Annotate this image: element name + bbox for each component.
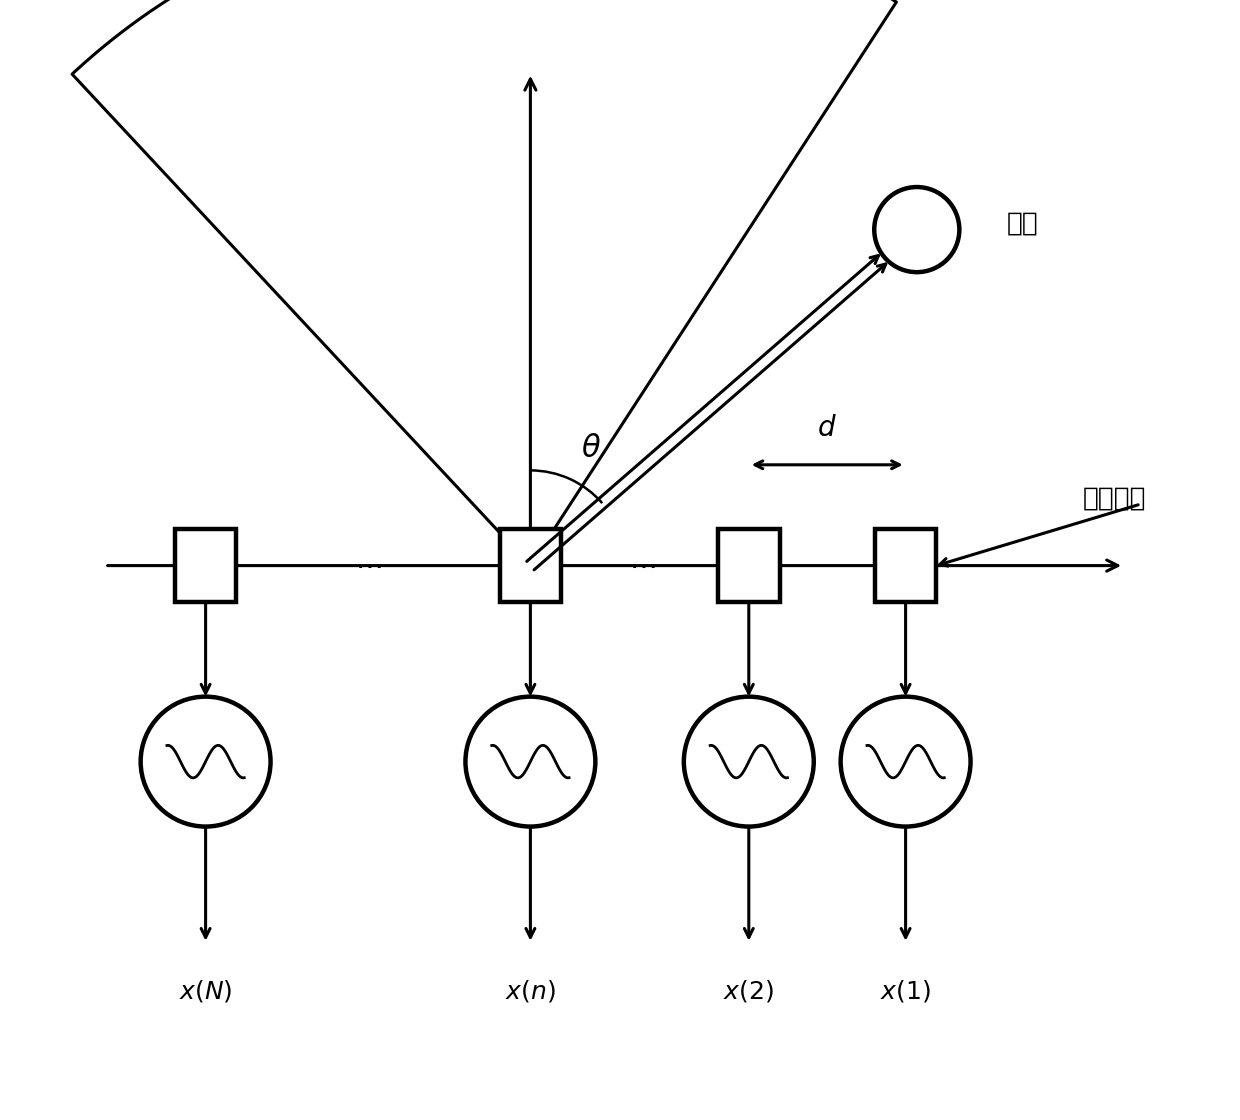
Text: $\cdots$: $\cdots$ xyxy=(355,552,382,580)
Text: $\theta$: $\theta$ xyxy=(580,433,601,463)
Text: $\cdots$: $\cdots$ xyxy=(629,552,656,580)
Bar xyxy=(874,530,936,603)
Bar xyxy=(718,530,780,603)
Circle shape xyxy=(140,697,270,827)
Circle shape xyxy=(465,697,595,827)
Text: $x(1)$: $x(1)$ xyxy=(880,978,931,1005)
Text: $x(2)$: $x(2)$ xyxy=(723,978,774,1005)
Polygon shape xyxy=(72,0,897,566)
Circle shape xyxy=(841,697,971,827)
Bar xyxy=(500,530,562,603)
Text: 目标: 目标 xyxy=(1007,211,1038,237)
Text: $x(N)$: $x(N)$ xyxy=(179,978,232,1005)
Text: 雷达天线: 雷达天线 xyxy=(1083,485,1147,512)
Text: $d$: $d$ xyxy=(817,414,837,442)
Circle shape xyxy=(683,697,813,827)
Text: $x(n)$: $x(n)$ xyxy=(505,978,556,1005)
Bar xyxy=(175,530,237,603)
Circle shape xyxy=(874,187,960,272)
